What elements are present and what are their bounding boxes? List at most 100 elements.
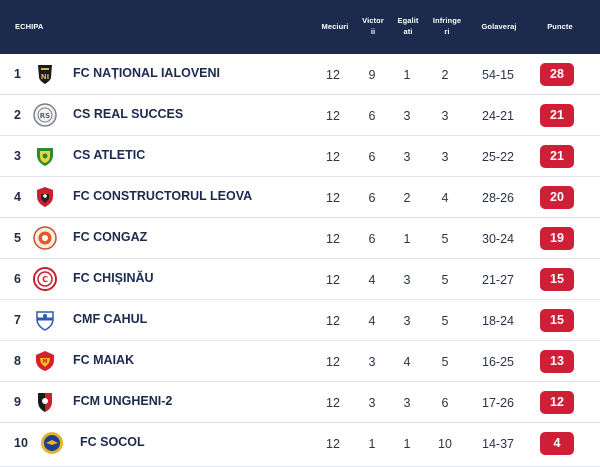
- table-row[interactable]: 5 FC CONGAZ 12 6 1 5 30-24 19: [0, 218, 600, 259]
- points-badge: 20: [540, 186, 574, 209]
- points-badge: 21: [540, 145, 574, 168]
- row-team-name[interactable]: FCM UNGHENI-2: [73, 394, 173, 408]
- row-draws: 3: [403, 109, 411, 123]
- row-draws: 3: [403, 150, 411, 164]
- svg-text:C: C: [42, 275, 48, 284]
- row-wins: 6: [368, 109, 376, 123]
- row-team-name[interactable]: FC NAȚIONAL IALOVENI: [73, 66, 220, 80]
- table-row[interactable]: 9 FCM UNGHENI-2 12 3 3 6 17-26 12: [0, 382, 600, 423]
- points-badge: 19: [540, 227, 574, 250]
- header-played: Meciuri: [321, 22, 349, 31]
- row-losses: 6: [441, 396, 449, 410]
- points-badge: 15: [540, 309, 574, 332]
- row-played: 12: [326, 109, 340, 123]
- points-badge: 13: [540, 350, 574, 373]
- row-goals: 16-25: [482, 355, 514, 369]
- row-goals: 17-26: [482, 396, 514, 410]
- row-team-name[interactable]: FC CONGAZ: [73, 230, 148, 244]
- header-losses-line1: Infringe: [432, 16, 462, 25]
- header-draws: Egalit ati: [392, 15, 424, 37]
- row-goals: 14-37: [482, 437, 514, 451]
- shield-logo-icon: [33, 308, 57, 332]
- header-wins-line2: ii: [370, 27, 376, 36]
- row-wins: 6: [368, 191, 376, 205]
- header-draws-line1: Egalit: [397, 16, 419, 25]
- row-position: 10: [14, 436, 28, 450]
- header-points: Puncte: [547, 22, 573, 31]
- row-wins: 6: [368, 150, 376, 164]
- header-goal-diff: Golaveraj: [481, 22, 517, 31]
- row-losses: 5: [441, 232, 449, 246]
- row-goals: 21-27: [482, 273, 514, 287]
- round-crest-icon: [33, 226, 57, 250]
- row-played: 12: [326, 68, 340, 82]
- row-team-name[interactable]: CS REAL SUCCES: [73, 107, 184, 121]
- row-wins: 1: [368, 437, 376, 451]
- row-wins: 9: [368, 68, 376, 82]
- row-losses: 4: [441, 191, 449, 205]
- row-played: 12: [326, 150, 340, 164]
- row-position: 1: [14, 67, 21, 81]
- row-draws: 3: [403, 314, 411, 328]
- table-row[interactable]: 10 FC SOCOL 12 1 1 10 14-37 4: [0, 423, 600, 467]
- points-badge: 21: [540, 104, 574, 127]
- row-team-name[interactable]: FC CHIȘINĂU: [73, 271, 154, 285]
- header-losses: Infringe ri: [428, 15, 466, 37]
- row-position: 6: [14, 272, 21, 286]
- svg-text:NI: NI: [41, 73, 49, 81]
- row-losses: 5: [441, 314, 449, 328]
- shield-logo-icon: [33, 185, 57, 209]
- row-team-name[interactable]: CS ATLETIC: [73, 148, 146, 162]
- row-wins: 3: [368, 396, 376, 410]
- row-played: 12: [326, 191, 340, 205]
- header-team: ECHIPA: [15, 22, 44, 31]
- row-team-name[interactable]: CMF CAHUL: [73, 312, 148, 326]
- row-goals: 28-26: [482, 191, 514, 205]
- header-wins-line1: Victor: [362, 16, 384, 25]
- row-position: 2: [14, 108, 21, 122]
- row-wins: 4: [368, 314, 376, 328]
- row-position: 4: [14, 190, 21, 204]
- shield-logo-icon: [33, 390, 57, 414]
- round-crest-icon: C: [33, 267, 57, 291]
- row-losses: 5: [441, 273, 449, 287]
- row-losses: 3: [441, 109, 449, 123]
- header-draws-line2: ati: [403, 27, 413, 36]
- table-row[interactable]: 8 M FC MAIAK 12 3 4 5 16-25 13: [0, 341, 600, 382]
- row-team-name[interactable]: FC SOCOL: [80, 435, 145, 449]
- row-draws: 3: [403, 273, 411, 287]
- row-goals: 30-24: [482, 232, 514, 246]
- header-wins: Victor ii: [357, 15, 389, 37]
- row-wins: 6: [368, 232, 376, 246]
- row-draws: 1: [403, 232, 411, 246]
- row-losses: 5: [441, 355, 449, 369]
- row-team-name[interactable]: FC MAIAK: [73, 353, 135, 367]
- table-row[interactable]: 6 C FC CHIȘINĂU 12 4 3 5 21-27 15: [0, 259, 600, 300]
- header-losses-line2: ri: [444, 27, 450, 36]
- svg-text:RS: RS: [40, 112, 50, 120]
- row-losses: 3: [441, 150, 449, 164]
- svg-text:M: M: [43, 359, 48, 365]
- points-badge: 12: [540, 391, 574, 414]
- row-goals: 54-15: [482, 68, 514, 82]
- row-played: 12: [326, 396, 340, 410]
- table-row[interactable]: 4 FC CONSTRUCTORUL LEOVA 12 6 2 4 28-26 20: [0, 177, 600, 218]
- table-row[interactable]: 2 RS CS REAL SUCCES 12 6 3 3 24-21 21: [0, 95, 600, 136]
- row-position: 7: [14, 313, 21, 327]
- table-row[interactable]: 7 CMF CAHUL 12 4 3 5 18-24 15: [0, 300, 600, 341]
- table-row[interactable]: 3 CS ATLETIC 12 6 3 3 25-22 21: [0, 136, 600, 177]
- points-badge: 4: [540, 432, 574, 455]
- row-team-name[interactable]: FC CONSTRUCTORUL LEOVA: [73, 189, 253, 203]
- shield-logo-icon: [33, 144, 57, 168]
- row-played: 12: [326, 355, 340, 369]
- points-badge: 28: [540, 63, 574, 86]
- row-draws: 2: [403, 191, 411, 205]
- row-wins: 4: [368, 273, 376, 287]
- row-goals: 25-22: [482, 150, 514, 164]
- table-row[interactable]: 1 NI FC NAȚIONAL IALOVENI 12 9 1 2 54-15 28: [0, 54, 600, 95]
- round-crest-icon: [40, 431, 64, 455]
- row-goals: 18-24: [482, 314, 514, 328]
- row-position: 5: [14, 231, 21, 245]
- row-goals: 24-21: [482, 109, 514, 123]
